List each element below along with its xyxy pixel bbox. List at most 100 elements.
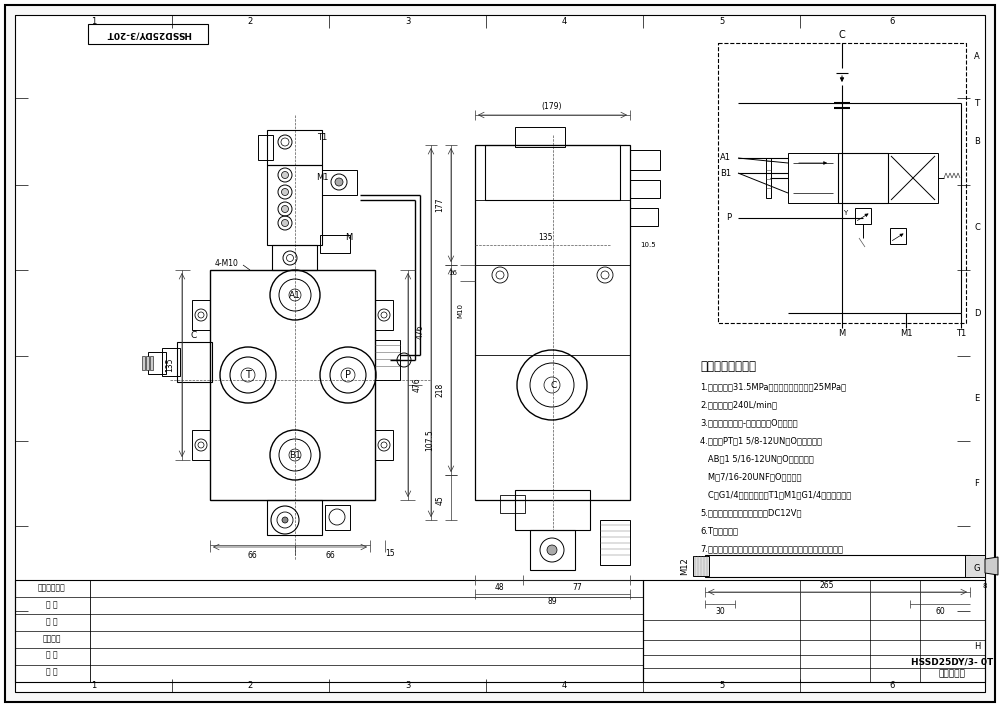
Text: 签 字: 签 字 (46, 650, 58, 660)
Text: 45: 45 (436, 495, 444, 505)
Circle shape (282, 189, 288, 196)
Text: 日 期: 日 期 (46, 667, 58, 677)
Bar (88, 24, 208, 44)
Text: 66: 66 (247, 551, 257, 559)
Text: 15: 15 (385, 549, 395, 558)
Text: 107.5: 107.5 (426, 429, 434, 451)
Bar (630, 208, 658, 226)
Text: 5: 5 (719, 18, 724, 26)
Text: T1: T1 (956, 329, 966, 337)
Text: C为G1/4，平面密封；T1、M1为G1/4，平面密封；: C为G1/4，平面密封；T1、M1为G1/4，平面密封； (700, 490, 851, 499)
Bar (267, 130, 322, 165)
Text: M1: M1 (316, 173, 328, 182)
Text: 30: 30 (715, 607, 725, 616)
Text: C: C (974, 223, 980, 232)
Bar (272, 245, 317, 270)
Text: M: M (345, 233, 352, 243)
Text: 66: 66 (325, 551, 335, 559)
Text: B1: B1 (720, 168, 731, 177)
Circle shape (282, 206, 288, 213)
Bar (146, 356, 149, 370)
Bar (766, 158, 771, 198)
Circle shape (335, 178, 343, 186)
Text: AB为1 5/16-12UN，O型圈管封；: AB为1 5/16-12UN，O型圈管封； (700, 454, 814, 463)
Bar (530, 530, 575, 570)
Text: F: F (975, 479, 979, 488)
Text: 4: 4 (562, 682, 567, 691)
Text: 60: 60 (935, 607, 945, 616)
Text: 4: 4 (562, 18, 567, 26)
Circle shape (282, 172, 288, 178)
Text: (179): (179) (542, 103, 562, 112)
Bar (500, 495, 525, 513)
Text: E: E (974, 394, 980, 403)
Bar (210, 270, 375, 500)
Bar (375, 300, 393, 330)
Text: D: D (974, 308, 980, 317)
Bar (192, 430, 210, 460)
Text: HSSD25DY/3-20T: HSSD25DY/3-20T (105, 30, 191, 38)
Bar (192, 300, 210, 330)
Bar (148, 352, 166, 374)
Bar (788, 153, 838, 203)
Text: 7.阀体表面磷化处理，安全阀及螺塞锻件，支架后显为铝本色。: 7.阀体表面磷化处理，安全阀及螺塞锻件，支架后显为铝本色。 (700, 544, 843, 553)
Bar (15, 580, 643, 682)
Text: M10: M10 (457, 303, 463, 317)
Bar (693, 556, 709, 576)
Bar (322, 170, 357, 195)
Text: 1.公称压力：31.5MPa；溢流阀调定压力：25MPa；: 1.公称压力：31.5MPa；溢流阀调定压力：25MPa； (700, 382, 846, 391)
Text: 77: 77 (572, 583, 582, 592)
Text: M12: M12 (680, 557, 690, 575)
Polygon shape (985, 557, 998, 575)
Text: 476: 476 (416, 325, 424, 339)
Text: T: T (974, 98, 979, 107)
Text: B1: B1 (289, 450, 301, 460)
Text: 二联多路阀: 二联多路阀 (939, 670, 965, 679)
Bar (643, 580, 985, 682)
Bar (855, 208, 871, 224)
Bar (630, 180, 660, 198)
Text: B: B (974, 137, 980, 146)
Text: C: C (551, 380, 557, 390)
Bar (177, 342, 212, 382)
Text: A1: A1 (289, 291, 301, 300)
Text: 5: 5 (719, 682, 724, 691)
Text: 3: 3 (405, 682, 410, 691)
Bar (267, 500, 322, 535)
Bar (888, 153, 938, 203)
Text: 2.公称流量：240L/min；: 2.公称流量：240L/min； (700, 400, 777, 409)
Text: 3: 3 (405, 18, 410, 26)
Bar (705, 555, 970, 577)
Bar (515, 127, 565, 147)
Text: 8: 8 (983, 583, 987, 589)
Text: M: M (838, 329, 846, 337)
Bar (630, 150, 660, 170)
Circle shape (282, 219, 288, 226)
Circle shape (547, 545, 557, 555)
Text: 48: 48 (494, 583, 504, 592)
Bar (485, 145, 620, 200)
Text: C: C (839, 30, 845, 40)
Text: 265: 265 (820, 581, 834, 590)
Text: 图纸图号: 图纸图号 (43, 634, 61, 643)
Text: 6.T口接油桶；: 6.T口接油桶； (700, 526, 738, 535)
Text: 4.油口：PT为1 5/8-12UN，O型圈管封；: 4.油口：PT为1 5/8-12UN，O型圈管封； (700, 436, 822, 445)
Text: G: G (974, 564, 980, 573)
Text: A1: A1 (720, 153, 731, 163)
Bar (890, 228, 906, 244)
Bar (320, 235, 350, 253)
Text: 4-M10: 4-M10 (215, 259, 239, 267)
Text: 2: 2 (248, 682, 253, 691)
Text: 476: 476 (413, 378, 422, 392)
Circle shape (282, 517, 288, 523)
Text: A: A (974, 52, 980, 61)
Text: 218: 218 (436, 383, 444, 397)
Text: 5.电磁线圈：三插线圈，电压DC12V；: 5.电磁线圈：三插线圈，电压DC12V； (700, 508, 802, 517)
Text: HSSD25DY/3- 0T: HSSD25DY/3- 0T (911, 658, 993, 667)
Bar (142, 356, 145, 370)
Bar (325, 505, 350, 530)
Text: 普通用件变动: 普通用件变动 (38, 583, 66, 592)
Text: M为7/16-20UNF，O圆管封；: M为7/16-20UNF，O圆管封； (700, 472, 802, 481)
Text: 135: 135 (166, 358, 175, 373)
Bar (838, 153, 888, 203)
